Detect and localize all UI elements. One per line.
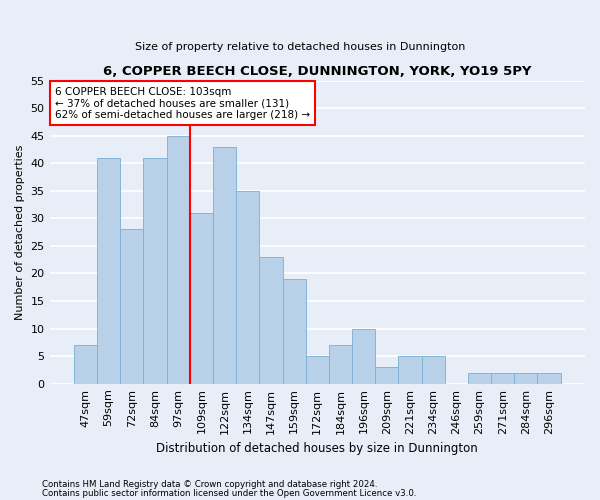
- Bar: [422, 356, 445, 384]
- Bar: [120, 230, 143, 384]
- Y-axis label: Number of detached properties: Number of detached properties: [15, 144, 25, 320]
- Bar: [375, 367, 398, 384]
- Bar: [329, 345, 352, 384]
- Title: 6, COPPER BEECH CLOSE, DUNNINGTON, YORK, YO19 5PY: 6, COPPER BEECH CLOSE, DUNNINGTON, YORK,…: [103, 65, 532, 78]
- Bar: [398, 356, 422, 384]
- Text: Contains HM Land Registry data © Crown copyright and database right 2024.: Contains HM Land Registry data © Crown c…: [42, 480, 377, 489]
- X-axis label: Distribution of detached houses by size in Dunnington: Distribution of detached houses by size …: [157, 442, 478, 455]
- Bar: [97, 158, 120, 384]
- Bar: [167, 136, 190, 384]
- Bar: [213, 146, 236, 384]
- Bar: [190, 213, 213, 384]
- Bar: [74, 345, 97, 384]
- Bar: [491, 372, 514, 384]
- Bar: [538, 372, 560, 384]
- Text: Contains public sector information licensed under the Open Government Licence v3: Contains public sector information licen…: [42, 488, 416, 498]
- Bar: [468, 372, 491, 384]
- Text: 6 COPPER BEECH CLOSE: 103sqm
← 37% of detached houses are smaller (131)
62% of s: 6 COPPER BEECH CLOSE: 103sqm ← 37% of de…: [55, 86, 310, 120]
- Bar: [514, 372, 538, 384]
- Bar: [283, 279, 305, 384]
- Bar: [305, 356, 329, 384]
- Bar: [236, 191, 259, 384]
- Bar: [352, 328, 375, 384]
- Text: Size of property relative to detached houses in Dunnington: Size of property relative to detached ho…: [135, 42, 465, 52]
- Bar: [259, 257, 283, 384]
- Bar: [143, 158, 167, 384]
